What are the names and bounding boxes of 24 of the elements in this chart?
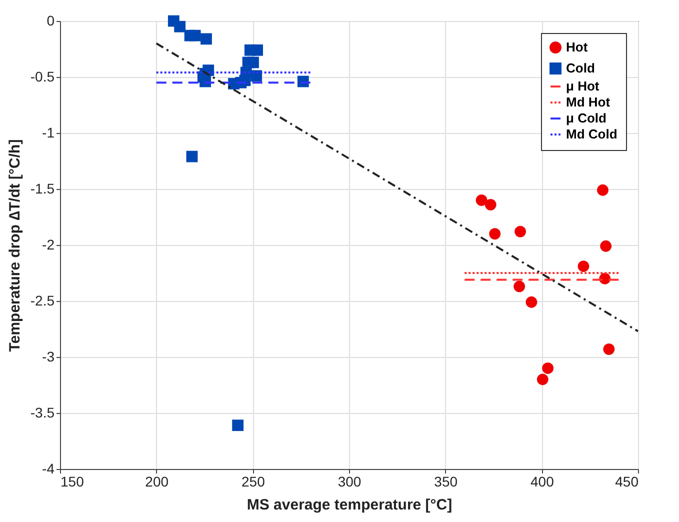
y-tick-label: 0 (46, 12, 55, 28)
y-axis-title: Temperature drop ∆T/dt [°C/h] (6, 139, 24, 352)
y-tick-label: -4 (42, 460, 55, 476)
y-tick-label: -1 (42, 124, 55, 140)
x-axis-title: MS average temperature [°C] (246, 496, 452, 514)
x-tick-label: 150 (60, 474, 84, 490)
y-tick-label: -0.5 (30, 68, 55, 84)
legend-label: Md Hot (566, 94, 611, 110)
y-tick-label: -3.5 (30, 404, 55, 420)
x-tick-label: 400 (530, 474, 554, 490)
y-tick-label: -2 (42, 236, 55, 252)
legend-label: Cold (566, 60, 595, 76)
x-tick-label: 300 (338, 474, 362, 490)
legend-label: μ Hot (566, 78, 600, 94)
x-tick-label: 250 (241, 474, 266, 490)
y-tick-label: -2.5 (30, 292, 55, 308)
legend-label: Md Cold (566, 126, 618, 142)
x-tick-label: 350 (434, 474, 458, 490)
y-tick-label: -3 (42, 348, 55, 364)
legend-label: Hot (566, 40, 588, 54)
legend-label: μ Cold (566, 110, 607, 126)
y-tick-label: -1.5 (30, 180, 55, 196)
x-tick-label: 200 (145, 474, 169, 490)
x-tick-label: 450 (615, 474, 639, 490)
